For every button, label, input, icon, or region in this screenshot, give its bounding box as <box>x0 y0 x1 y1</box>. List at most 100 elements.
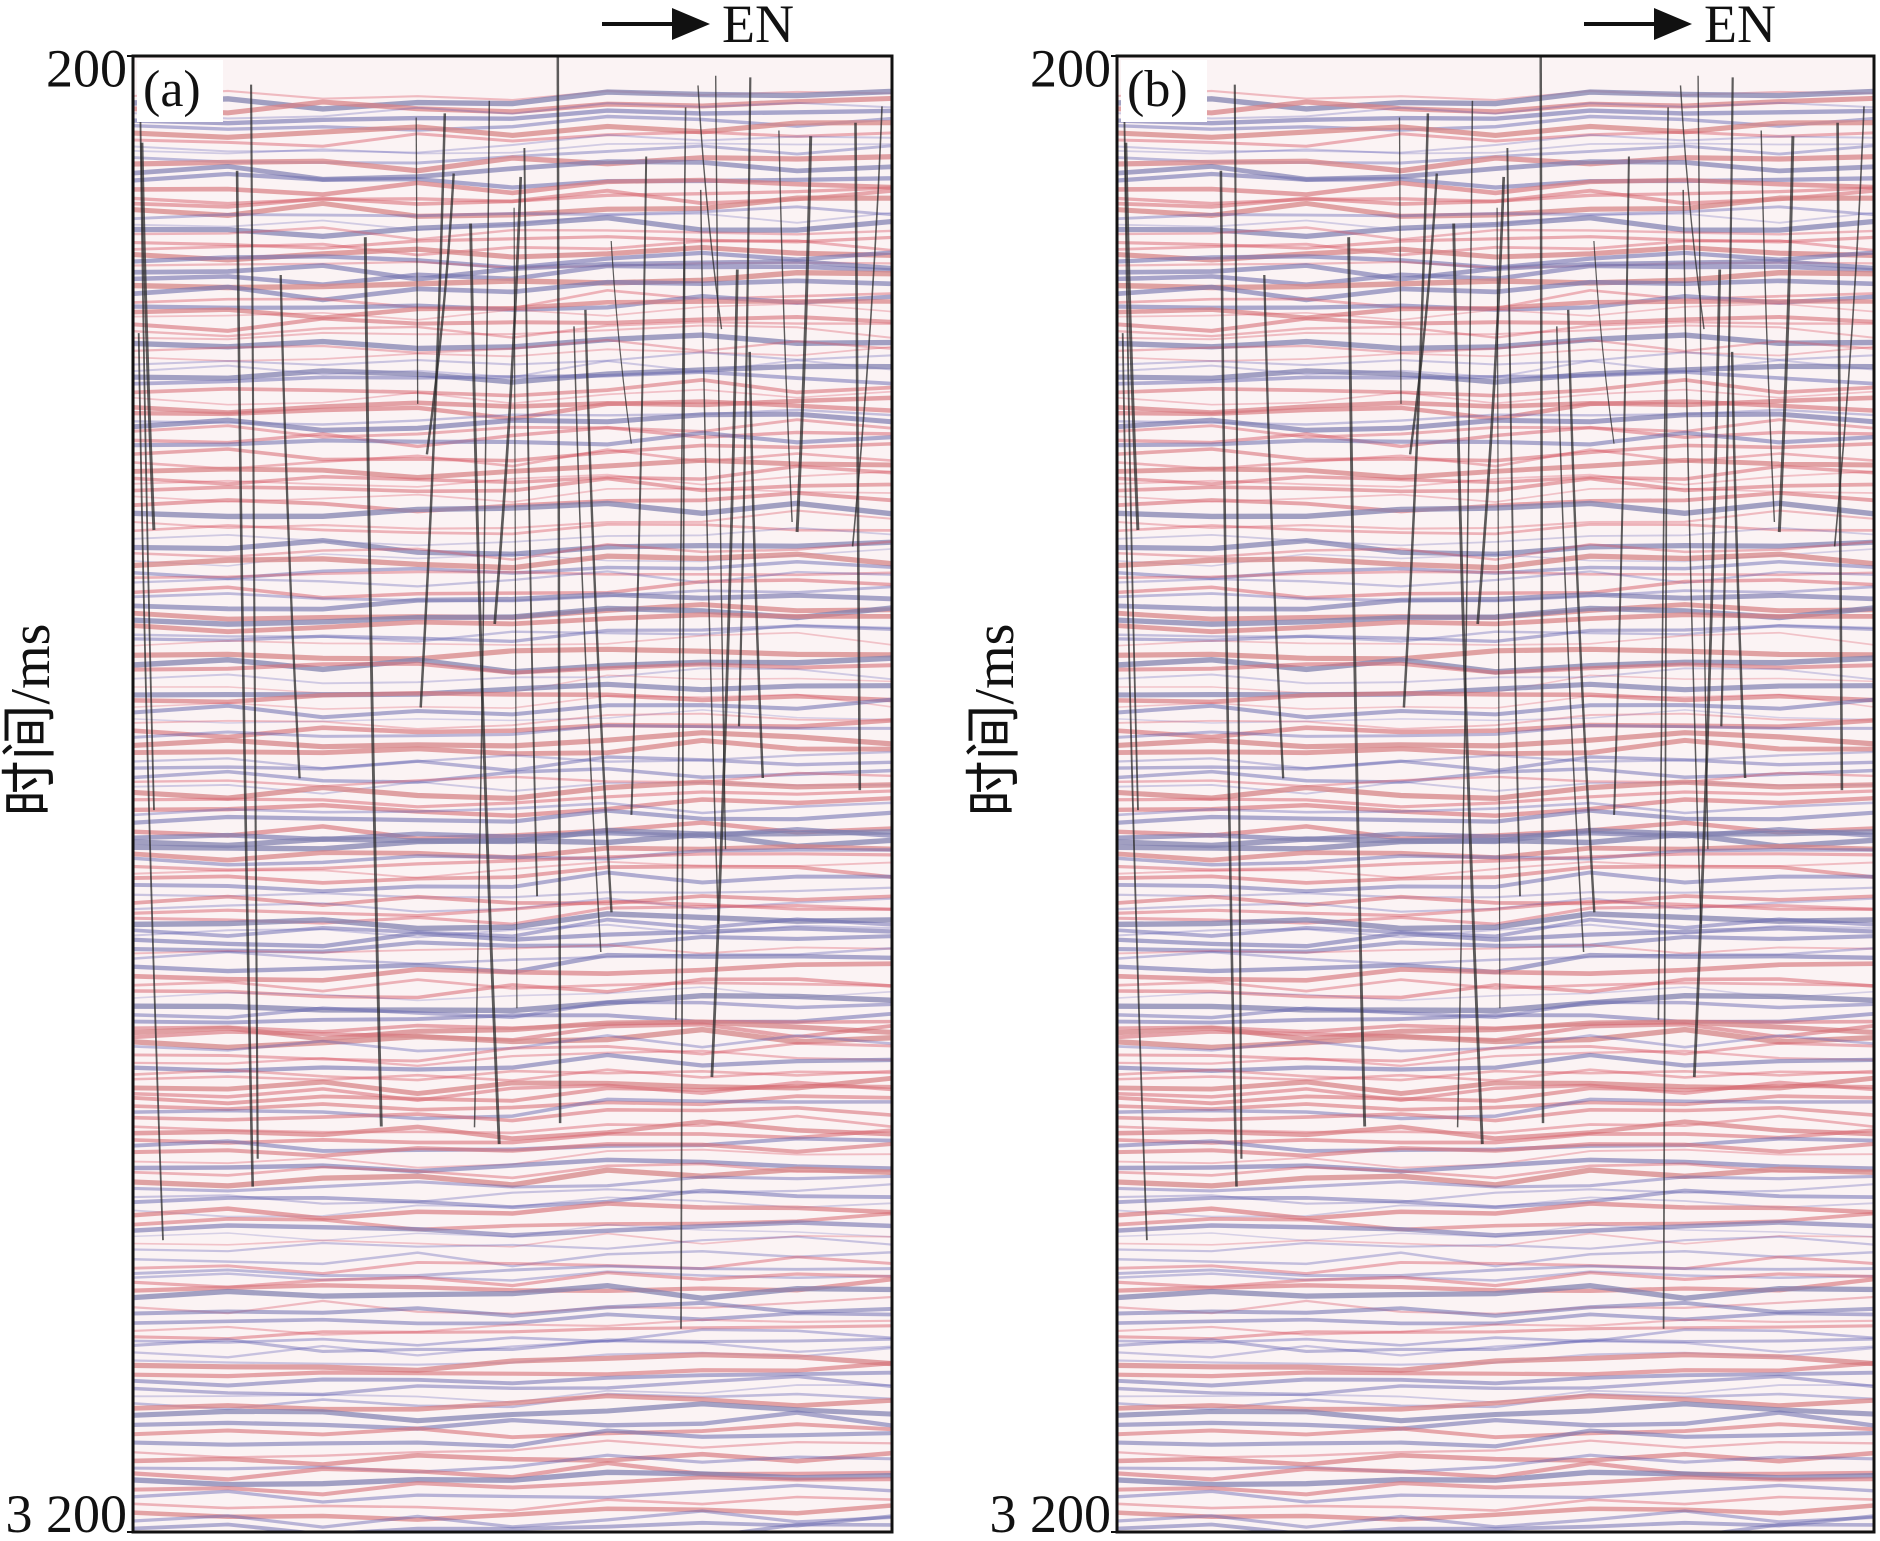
reflector <box>1117 388 1874 406</box>
reflector <box>1117 1337 1874 1353</box>
reflector <box>1117 789 1874 809</box>
reflector <box>1117 448 1874 471</box>
reflector <box>133 1450 892 1467</box>
reflector <box>133 1220 892 1238</box>
fault-line <box>493 176 523 625</box>
reflector <box>1117 755 1874 773</box>
fault-line <box>630 156 648 815</box>
fault-line <box>699 189 720 924</box>
panel-label: (a) <box>143 61 201 118</box>
reflector <box>133 1166 892 1189</box>
reflector <box>1117 425 1874 449</box>
reflector <box>133 1000 892 1020</box>
reflector <box>133 239 892 257</box>
reflector <box>133 470 892 488</box>
reflector <box>133 674 892 694</box>
reflector <box>133 1174 892 1193</box>
reflector <box>133 1352 892 1373</box>
reflector <box>1117 1328 1874 1347</box>
fault-line <box>523 147 539 897</box>
reflector <box>133 911 892 932</box>
fault-line <box>697 85 723 330</box>
direction-arrow-head <box>1654 8 1692 40</box>
reflector <box>133 1052 892 1074</box>
reflector <box>133 278 892 303</box>
fault-line <box>584 309 613 913</box>
reflector <box>133 1374 892 1397</box>
reflector <box>133 1311 892 1326</box>
reflector <box>1117 934 1874 954</box>
reflector <box>1117 226 1874 241</box>
reflector <box>1117 1495 1874 1512</box>
reflector <box>133 120 892 140</box>
reflector <box>1117 944 1874 955</box>
reflector <box>1117 681 1874 698</box>
fault-line <box>1567 309 1596 913</box>
reflector <box>133 570 892 580</box>
reflector <box>1117 1105 1874 1123</box>
reflector <box>1117 730 1874 750</box>
reflector <box>1117 430 1874 448</box>
reflector <box>133 766 892 784</box>
fault-line <box>1833 106 1865 547</box>
reflector <box>1117 1410 1874 1431</box>
fault-line <box>1682 189 1702 924</box>
reflector <box>133 886 892 899</box>
reflector <box>1117 977 1874 1000</box>
reflector <box>1117 130 1874 148</box>
reflector <box>133 1224 892 1242</box>
fault-line <box>737 77 752 727</box>
reflector <box>133 926 892 949</box>
reflector <box>133 1188 892 1210</box>
fault-line <box>1263 274 1285 779</box>
reflector <box>1117 195 1874 219</box>
reflector <box>133 1196 892 1218</box>
fault-line <box>1398 117 1402 404</box>
reflector <box>133 1142 892 1158</box>
fault-line <box>363 237 383 1127</box>
reflector <box>1117 537 1874 557</box>
fault-line <box>710 269 739 1078</box>
reflector <box>1117 500 1874 520</box>
reflector <box>1117 314 1874 333</box>
reflector <box>1117 570 1874 588</box>
reflector <box>1117 101 1874 120</box>
seismic-texture <box>1117 56 1874 1532</box>
reflector <box>133 523 892 536</box>
reflector <box>133 899 892 918</box>
reflector <box>1117 259 1874 282</box>
y-tick-label: 200 <box>46 38 127 98</box>
reflector <box>133 177 892 197</box>
reflector <box>1117 691 1874 705</box>
reflector <box>1117 848 1874 867</box>
reflector <box>1117 911 1874 932</box>
reflector <box>1117 771 1874 788</box>
reflector <box>133 1469 892 1488</box>
reflector <box>133 235 892 250</box>
reflector <box>133 709 892 724</box>
reflector <box>133 723 892 739</box>
direction-arrow-head <box>672 8 710 40</box>
reflector <box>1117 1068 1874 1082</box>
reflector <box>133 1094 892 1112</box>
fault-line <box>854 122 862 791</box>
reflector <box>1117 897 1874 913</box>
reflector <box>133 314 892 333</box>
reflector <box>133 831 892 852</box>
reflector <box>133 1250 892 1268</box>
reflector <box>1117 623 1874 643</box>
reflector <box>133 324 892 341</box>
reflector <box>133 1068 892 1082</box>
fault-line <box>556 56 562 1124</box>
fault-line <box>573 326 602 953</box>
reflector <box>1117 1052 1874 1074</box>
reflector <box>133 624 892 644</box>
reflector <box>133 661 892 675</box>
reflector <box>133 1439 892 1459</box>
reflector <box>133 1361 892 1379</box>
reflector <box>133 171 892 190</box>
reflector <box>133 730 892 750</box>
reflector <box>133 1503 892 1522</box>
reflector <box>1117 697 1874 720</box>
fault-line <box>419 113 447 708</box>
